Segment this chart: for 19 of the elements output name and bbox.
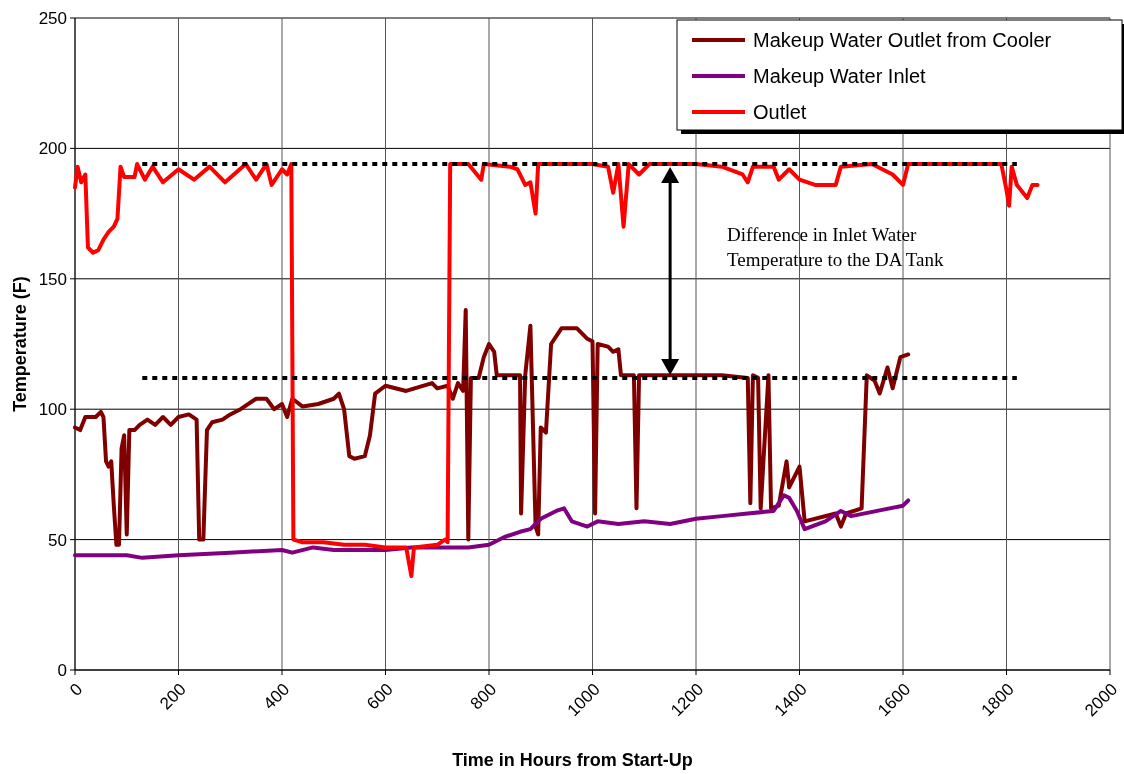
x-tick-label: 800 [466,679,501,714]
line-series [73,162,1040,579]
x-tick-label: 0 [66,679,87,700]
line-series [73,308,911,547]
y-tick-label: 250 [38,8,67,28]
legend-label: Makeup Water Inlet [753,65,927,87]
x-tick-label: 200 [156,679,190,714]
y-tick-label: 100 [38,400,67,420]
y-tick-label: 50 [48,530,67,550]
line-series [73,493,911,560]
legend-label: Outlet [753,101,807,123]
y-tick-label: 0 [57,660,67,680]
legend-label: Makeup Water Outlet from Cooler [753,29,1052,51]
x-axis-title: Time in Hours from Start-Up [452,750,693,770]
x-tick-label: 400 [259,679,294,714]
y-tick-label: 150 [38,269,67,289]
y-tick-label: 200 [38,139,67,159]
y-axis-title: Temperature (F) [10,276,30,412]
x-tick-label: 600 [363,679,397,714]
